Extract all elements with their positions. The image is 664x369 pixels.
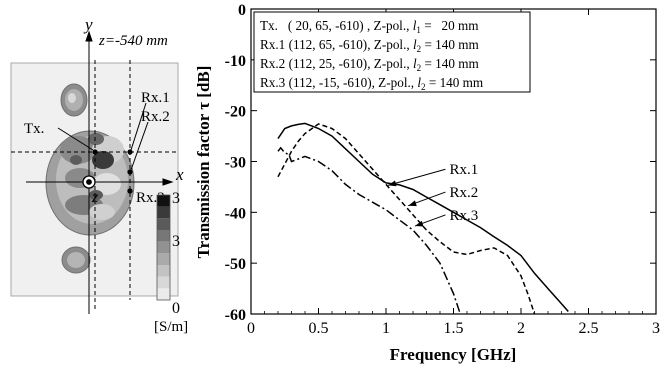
tx-leader	[57, 127, 94, 151]
colorbar-max-label: 3	[172, 190, 180, 207]
legend-line-rx1: Rx.1 (112, 65, -610), Z-pol., l2 = 140 m…	[260, 37, 480, 54]
x-tick-label: 3	[652, 320, 660, 337]
colorbar-step	[157, 276, 170, 289]
colorbar-step	[157, 230, 170, 242]
series-rx3-line	[277, 146, 462, 315]
x-tick-label: 1.5	[444, 320, 464, 337]
model-leaders	[57, 102, 149, 171]
colorbar	[156, 194, 171, 301]
rx1-leader	[130, 102, 147, 151]
annotation-label: Rx.3	[449, 208, 478, 224]
annotation-arrowhead-icon	[408, 200, 417, 207]
x-axis-label: x	[175, 165, 184, 184]
rx2-leader	[130, 121, 149, 171]
y-tick-label: -20	[225, 104, 246, 121]
annotation-label: Rx.1	[449, 162, 478, 178]
z-axis-origin-dot	[86, 179, 92, 185]
series-rx2-line	[277, 123, 536, 315]
upper-arm-section	[60, 83, 88, 117]
rx2-point	[127, 169, 133, 175]
tx-label: Tx.	[24, 121, 44, 137]
y-tick-labels: 0 -10 -20 -30 -40 -50 -60	[225, 2, 246, 324]
annotation-label: Rx.2	[449, 185, 478, 201]
x-tick-labels: 0 0.5 1 1.5 2 2.5 3	[247, 320, 660, 337]
colorbar-mid-label: 3	[172, 233, 180, 250]
x-tick-label: 0	[247, 320, 255, 337]
tx-point	[92, 149, 98, 155]
colorbar-step	[157, 288, 170, 300]
y-tick-label: -40	[225, 205, 246, 222]
y-axis-label: y	[83, 15, 93, 34]
model-axes	[26, 30, 174, 314]
rx3-point	[127, 188, 133, 194]
legend: Tx. ( 20, 65, -610) , Z-pol., l1 = 20 mm…	[253, 11, 531, 93]
slice-label: z=-540 mm	[98, 33, 168, 49]
chart: 0 -10 -20 -30 -40 -50 -60 0 0.5 1 1.5 2 2.5 3 Tx. ( …	[194, 2, 660, 364]
antenna-points	[92, 149, 133, 194]
rx1-label: Rx.1	[141, 90, 170, 106]
model-panel: y x z z=-540 mm Tx. Rx.1 Rx.2 Rx.3 3 3 0…	[10, 15, 188, 335]
legend-line-rx2: Rx.2 (112, 25, -610), Z-pol., l2 = 140 m…	[260, 56, 480, 73]
rx1-point	[127, 149, 133, 155]
annotation-arrowhead-icon	[388, 180, 397, 187]
guide-lines	[11, 60, 178, 310]
colorbar-step	[157, 218, 170, 230]
x-tick-label: 2.5	[579, 320, 599, 337]
z-axis-label: z	[91, 189, 99, 206]
legend-line-rx3: Rx.3 (112, -15, -610), Z-pol., l2 = 140 …	[260, 75, 484, 92]
x-tick-label: 0.5	[309, 320, 329, 337]
colorbar-step	[157, 265, 170, 277]
annotation-arrowhead-icon	[415, 220, 424, 227]
annotations: Rx.1 Rx.2 Rx.3	[387, 162, 478, 227]
y-tick-label: -30	[225, 155, 246, 172]
y-tick-label: -60	[225, 307, 246, 324]
x-tick-label: 1	[382, 320, 390, 337]
y-axis-title: Transmission factor τ [dB]	[194, 66, 213, 259]
colorbar-outline	[156, 194, 171, 301]
annotation-arrow	[387, 168, 446, 186]
x-tick-label: 2	[517, 320, 525, 337]
x-axis-title: Frequency [GHz]	[390, 345, 517, 364]
colorbar-step	[157, 241, 170, 254]
torso-section	[45, 130, 135, 236]
series-rx1-line	[277, 122, 569, 312]
y-tick-label: -10	[225, 53, 246, 70]
colorbar-step	[157, 253, 170, 265]
y-tick-label: 0	[238, 2, 246, 19]
rx2-label: Rx.2	[141, 109, 170, 125]
colorbar-unit-label: [S/m]	[154, 319, 188, 335]
colorbar-step	[157, 195, 170, 207]
series-layer	[277, 122, 569, 315]
y-tick-label: -50	[225, 256, 246, 273]
y-axis-arrow-icon	[85, 30, 93, 42]
x-axis-arrow-icon	[162, 178, 174, 186]
lower-arm-section	[61, 246, 91, 274]
colorbar-min-label: 0	[172, 300, 180, 317]
legend-line-tx: Tx. ( 20, 65, -610) , Z-pol., l1 = 20 mm	[260, 18, 479, 35]
legend-box	[253, 11, 531, 93]
colorbar-step	[157, 206, 170, 219]
